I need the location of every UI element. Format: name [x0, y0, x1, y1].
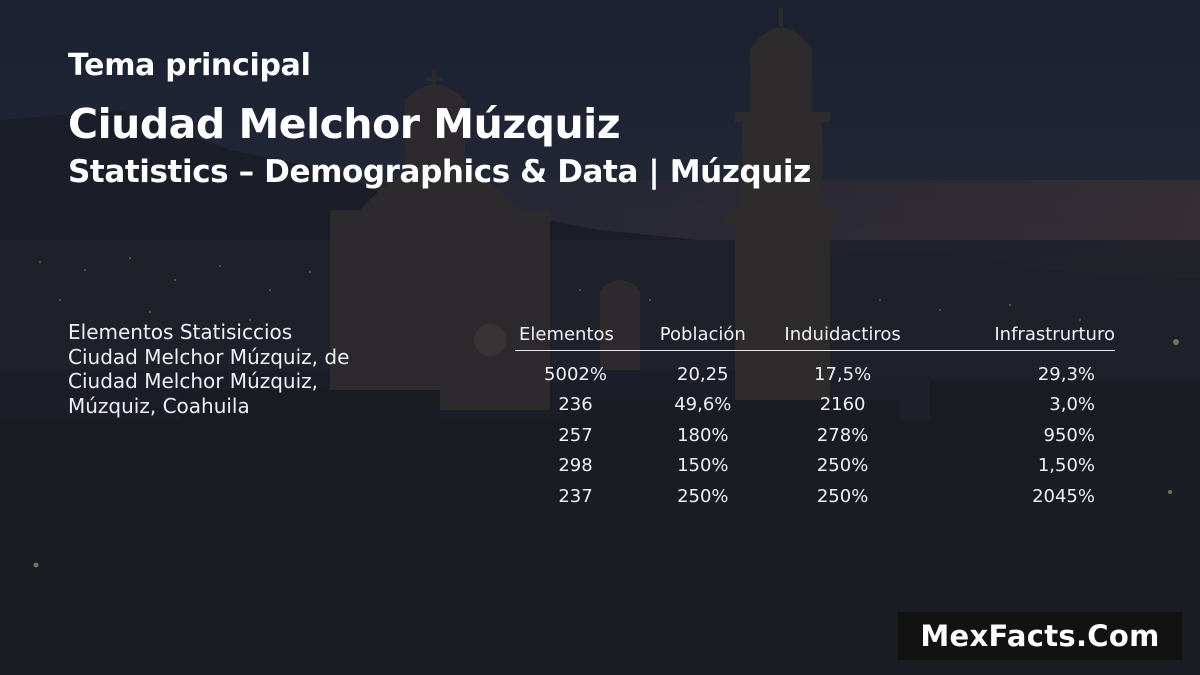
- column-header: Elementos: [515, 320, 637, 351]
- page-subtitle: Statistics – Demographics & Data | Múzqu…: [68, 154, 811, 190]
- table-cell: 950%: [1043, 424, 1095, 446]
- table-cell: 20,25: [677, 363, 729, 385]
- column-header: Infrastrurturo: [915, 320, 1115, 351]
- table-row: 257 180% 278% 950%: [515, 420, 1115, 451]
- table-row: 5002% 20,25 17,5% 29,3%: [515, 351, 1115, 390]
- table-cell: 3,0%: [1049, 394, 1095, 416]
- table-cell: 237: [558, 485, 593, 507]
- table-cell: 5002%: [544, 363, 607, 385]
- table-cell: 250%: [816, 455, 869, 477]
- table-cell: 250%: [816, 485, 869, 507]
- statistics-table: Elementos Población Induidactiros Infras…: [515, 320, 1115, 512]
- table-cell: 2160: [819, 394, 866, 416]
- street-lamps: [33, 339, 1179, 568]
- table-cell: 29,3%: [1037, 363, 1095, 385]
- table-row: 237 250% 250% 2045%: [515, 481, 1115, 512]
- table-cell: 298: [558, 455, 593, 477]
- caption-line: Elementos Statisiccios: [68, 320, 293, 344]
- brand-watermark: MexFacts.Com: [898, 612, 1182, 660]
- page-title: Ciudad Melchor Múzquiz: [68, 100, 621, 148]
- table-caption: Elementos Statisiccios Ciudad Melchor Mú…: [68, 320, 388, 418]
- column-header: Población: [636, 320, 770, 351]
- table-row: 298 150% 250% 1,50%: [515, 451, 1115, 482]
- table-cell: 236: [558, 394, 593, 416]
- caption-line: Ciudad Melchor Múzquiz,: [68, 369, 319, 393]
- table-cell: 257: [558, 424, 593, 446]
- column-header: Induidactiros: [769, 320, 916, 351]
- cathedral-silhouette: [330, 70, 640, 410]
- caption-line: Múzquiz, Coahuila: [68, 393, 250, 418]
- table-header-row: Elementos Población Induidactiros Infras…: [515, 320, 1115, 351]
- table-cell: 278%: [816, 424, 869, 446]
- caption-line: Ciudad Melchor Múzquiz, de: [68, 344, 350, 369]
- table-cell: 49,6%: [674, 394, 732, 416]
- kicker-label: Tema principal: [68, 48, 311, 83]
- table-cell: 250%: [677, 485, 729, 507]
- table-cell: 1,50%: [1037, 455, 1095, 477]
- table-cell: 2045%: [1032, 485, 1095, 507]
- table-cell: 17,5%: [814, 363, 872, 385]
- table-row: 236 49,6% 2160 3,0%: [515, 390, 1115, 421]
- table-cell: 150%: [677, 455, 729, 477]
- table-cell: 180%: [677, 424, 729, 446]
